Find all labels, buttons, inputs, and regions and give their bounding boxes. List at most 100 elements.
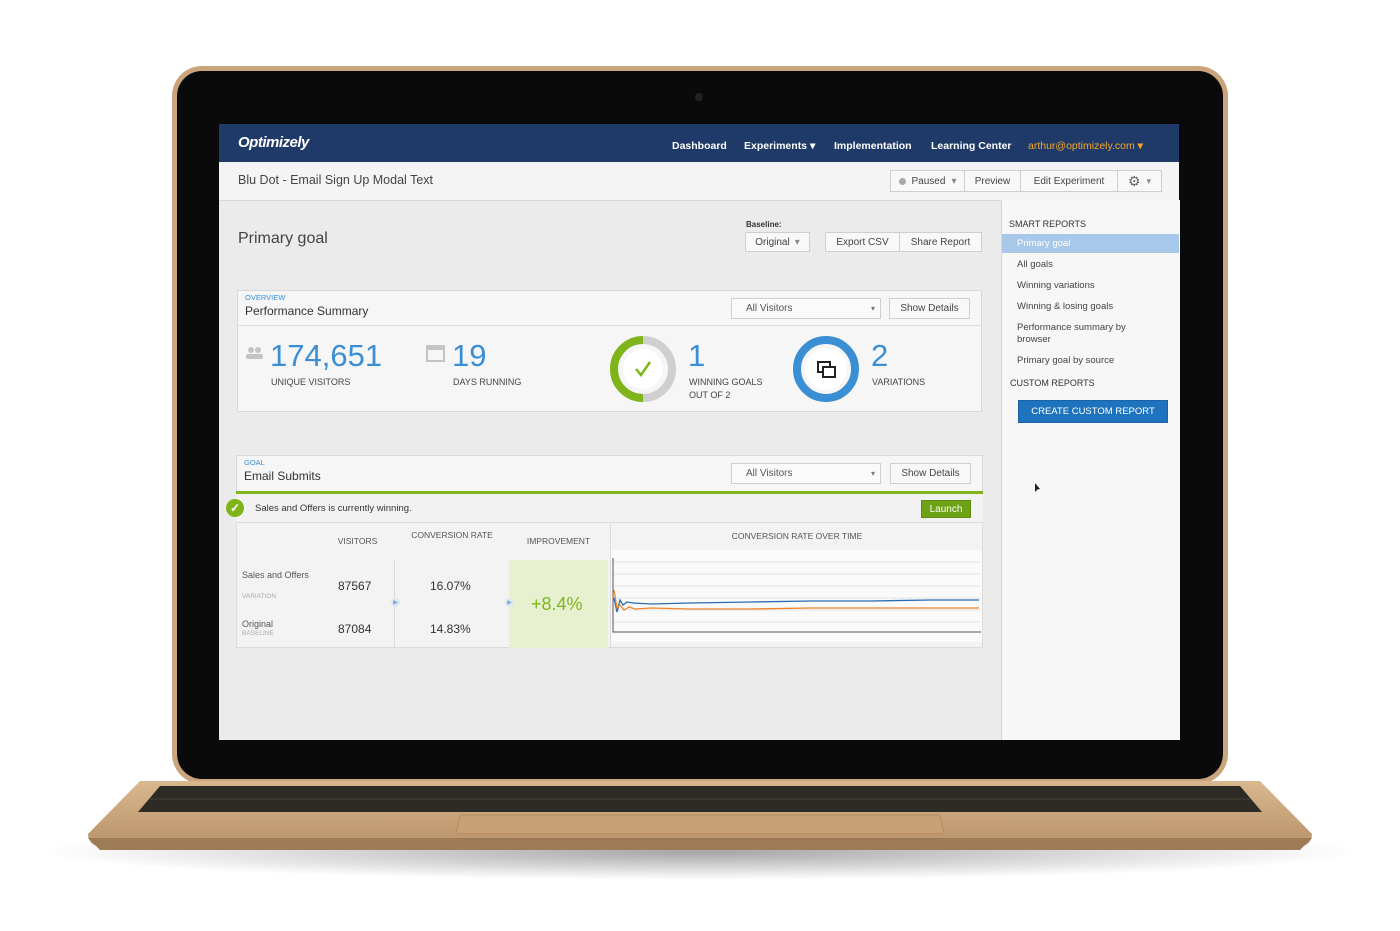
- nav-link[interactable]: Implementation: [834, 137, 912, 153]
- column-header: VISITORS: [337, 536, 378, 546]
- visitors-icon: [246, 347, 263, 359]
- details-button[interactable]: Show Details: [890, 463, 971, 484]
- nav-link-text[interactable]: Experiments: [744, 140, 808, 152]
- sidebar-item[interactable]: Performance summary by browser: [1017, 322, 1126, 345]
- launch-button[interactable]: Launch: [921, 500, 971, 518]
- nav-link[interactable]: Experiments ▾: [744, 137, 815, 153]
- edit-button[interactable]: Edit Experiment: [1020, 170, 1118, 192]
- caret: ▾: [870, 469, 875, 478]
- nav-bar: [219, 124, 1179, 162]
- variation-name: Original: [242, 619, 274, 629]
- variations-ring: [793, 336, 859, 402]
- sidebar-item[interactable]: All goals: [1017, 259, 1053, 270]
- sidebar-item[interactable]: Winning variations: [1017, 280, 1095, 291]
- overview-title: Performance Summary: [245, 304, 369, 318]
- filter-value[interactable]: All Visitors: [746, 468, 793, 479]
- filter-value[interactable]: All Visitors: [746, 303, 793, 314]
- create-report-button[interactable]: CREATE CUSTOM REPORT: [1018, 400, 1168, 423]
- sparkline-axis: [612, 558, 981, 633]
- goal-title: Email Submits: [244, 469, 321, 483]
- caret: ▾: [870, 304, 875, 313]
- variations-icon: [817, 361, 836, 378]
- goals-ring-won: [610, 336, 644, 402]
- winner-bar: [236, 491, 983, 494]
- calendar-icon: [426, 345, 445, 362]
- details-button[interactable]: Show Details: [889, 298, 970, 319]
- rate-cell: 16.07%: [430, 579, 471, 593]
- variation-tag: BASELINE: [242, 630, 274, 637]
- stat-sublabel: OUT OF 2: [689, 390, 731, 400]
- variation-line: [613, 597, 979, 613]
- sidebar-heading: SMART REPORTS: [1009, 219, 1087, 229]
- expand-arrow[interactable]: ▶: [505, 598, 514, 607]
- share-button[interactable]: Share Report: [899, 232, 982, 252]
- improvement-value: +8.4%: [531, 594, 583, 614]
- caret: ▾: [1134, 140, 1143, 152]
- visitors-cell: 87567: [338, 579, 372, 593]
- camera: [695, 93, 703, 101]
- cursor: [1035, 483, 1040, 492]
- settings-button[interactable]: ⚙ ▾: [1117, 170, 1162, 192]
- stat-label: VARIATIONS: [872, 377, 926, 387]
- trackpad: [455, 814, 945, 835]
- nav-link-text[interactable]: Dashboard: [672, 140, 727, 152]
- status-label[interactable]: Paused: [911, 175, 946, 187]
- sidebar: [1001, 200, 1180, 740]
- stat-value: 19: [452, 338, 487, 373]
- expand-arrow[interactable]: ▶: [391, 598, 400, 607]
- export-button[interactable]: Export CSV: [825, 232, 900, 252]
- active-item-bg: [1002, 234, 1179, 253]
- stat-label: DAYS RUNNING: [453, 377, 522, 387]
- variation-name: Sales and Offers: [242, 570, 309, 580]
- winner-banner: [236, 494, 983, 522]
- sparkline-bg: [611, 550, 982, 642]
- variation-tag: VARIATION: [242, 593, 277, 600]
- baseline-select[interactable]: Original ▾: [745, 232, 810, 252]
- rate-cell: 14.83%: [430, 622, 471, 636]
- base-edge: [88, 838, 1312, 850]
- baseline-line: [613, 589, 979, 611]
- stat-value: 1: [688, 338, 706, 373]
- sidebar-item[interactable]: Primary goal by source: [1017, 355, 1115, 366]
- stat-label: UNIQUE VISITORS: [271, 377, 351, 387]
- nav-link-text[interactable]: Learning Center: [931, 140, 1012, 152]
- baseline-value[interactable]: Original: [755, 236, 790, 248]
- check: [635, 361, 652, 378]
- sidebar-item[interactable]: Primary goal: [1017, 238, 1071, 249]
- column-header: CONVERSION RATE: [411, 530, 493, 540]
- visitor-filter[interactable]: All Visitors ▾: [731, 298, 881, 319]
- stat-value: 2: [871, 338, 889, 373]
- improvement-cell: [509, 560, 608, 648]
- overview-kicker: OVERVIEW: [245, 293, 286, 302]
- brand[interactable]: Optimizely: [238, 134, 309, 151]
- overview-graphics: [246, 336, 859, 402]
- winner-text: Sales and Offers is currently winning.: [255, 503, 412, 514]
- sparkline-grid: [613, 561, 981, 623]
- status-button[interactable]: Paused ▾: [890, 170, 965, 192]
- goals-center: [623, 349, 663, 389]
- caret: ▾: [807, 140, 816, 152]
- preview-button[interactable]: Preview: [964, 170, 1021, 192]
- stat-label: WINNING GOALS: [689, 377, 763, 387]
- sidebar-item[interactable]: Winning & losing goals: [1017, 301, 1114, 312]
- column-divider: [610, 522, 611, 648]
- experiment-title: Blu Dot - Email Sign Up Modal Text: [238, 173, 433, 187]
- winner-icon: ✓: [226, 499, 244, 517]
- sidebar-heading: CUSTOM REPORTS: [1010, 378, 1095, 388]
- visitors-cell: 87084: [338, 622, 372, 636]
- divider: [237, 325, 982, 326]
- column-header: IMPROVEMENT: [526, 536, 591, 546]
- caret: ▾: [951, 175, 957, 187]
- goal-kicker: GOAL: [244, 458, 265, 467]
- nav-link-text[interactable]: Implementation: [834, 140, 912, 152]
- visitor-filter[interactable]: All Visitors ▾: [731, 463, 881, 484]
- sparkline: [611, 550, 982, 642]
- baseline-label: Baseline:: [746, 220, 782, 229]
- nav-link[interactable]: Learning Center: [931, 137, 1012, 153]
- user-email[interactable]: arthur@optimizely.com: [1028, 140, 1135, 152]
- status-dot: [898, 177, 906, 185]
- stat-value: 174,651: [270, 338, 383, 373]
- user-menu[interactable]: arthur@optimizely.com ▾: [1028, 137, 1143, 153]
- nav-link[interactable]: Dashboard: [672, 137, 727, 153]
